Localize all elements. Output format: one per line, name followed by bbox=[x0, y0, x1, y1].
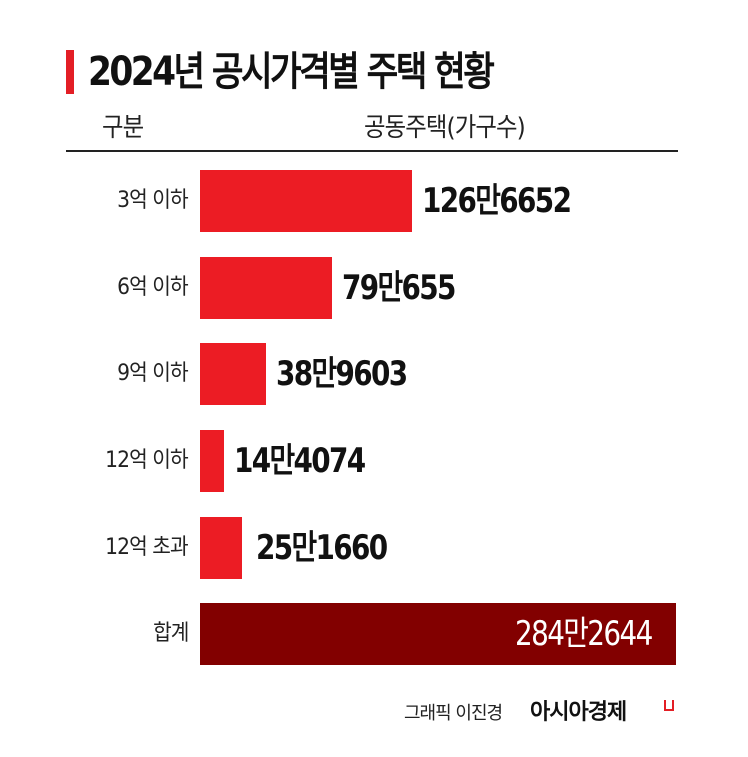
brand-logo-icon bbox=[664, 700, 674, 711]
value-label-6억-이하: 79만655 bbox=[342, 268, 456, 308]
bar-3억-이하 bbox=[200, 170, 412, 232]
chart-title: 2024년 공시가격별 주택 현황 bbox=[88, 49, 495, 95]
bar-12억-이하 bbox=[200, 430, 224, 492]
graphic-credit: 그래픽 이진경 bbox=[404, 703, 503, 724]
bar-6억-이하 bbox=[200, 257, 332, 319]
value-label-9억-이하: 38만9603 bbox=[276, 354, 408, 394]
value-label-3억-이하: 126만6652 bbox=[422, 181, 572, 221]
row-label-total: 합계 bbox=[152, 621, 189, 646]
row-label-6억-이하: 6억 이하 bbox=[117, 275, 188, 300]
value-label-12억-이하: 14만4074 bbox=[234, 441, 366, 481]
value-label-12억-초과: 25만1660 bbox=[256, 528, 388, 568]
value-column-header: 공동주택(가구수) bbox=[364, 113, 526, 143]
row-label-9억-이하: 9억 이하 bbox=[117, 361, 188, 386]
category-column-header: 구분 bbox=[102, 113, 144, 143]
bar-total bbox=[200, 603, 676, 665]
bar-9억-이하 bbox=[200, 343, 266, 405]
row-label-12억-이하: 12억 이하 bbox=[105, 448, 188, 473]
value-label-total: 284만2644 bbox=[515, 614, 653, 654]
bar-12억-초과 bbox=[200, 517, 242, 579]
brand-logo-text: 아시아경제 bbox=[530, 700, 627, 725]
row-label-12억-초과: 12억 초과 bbox=[105, 535, 188, 560]
title-accent-bar bbox=[66, 50, 74, 94]
row-label-3억-이하: 3억 이하 bbox=[117, 188, 188, 213]
header-divider bbox=[66, 150, 678, 152]
